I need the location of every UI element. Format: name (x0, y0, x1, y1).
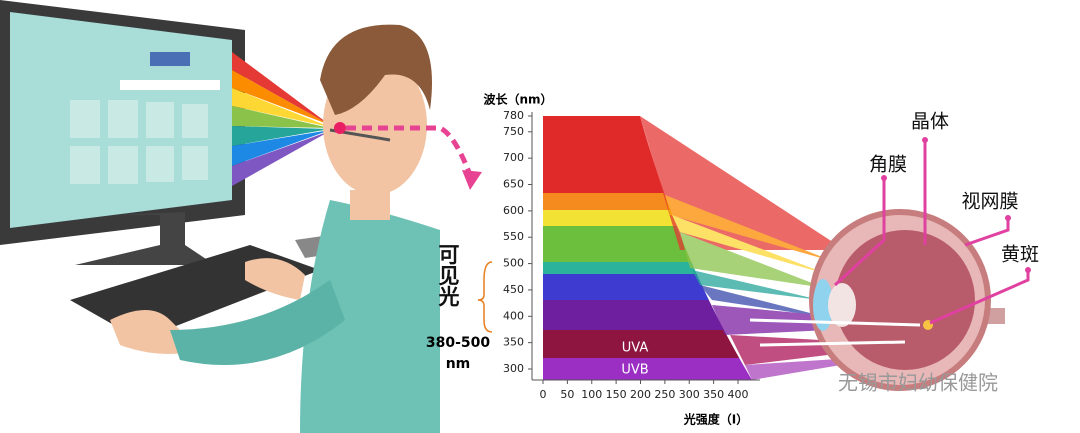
eye (749, 209, 1005, 391)
x-tick-label: 300 (679, 388, 700, 401)
lens-label: 晶体 (911, 111, 949, 133)
y-tick-label: 550 (503, 230, 524, 243)
cornea-label: 角膜 (869, 154, 907, 176)
uva-label: UVA (622, 341, 649, 356)
x-tick-label: 350 (703, 388, 724, 401)
y-tick-label: 300 (503, 362, 524, 375)
x-tick-label: 0 (540, 388, 547, 401)
y-tick-label: 400 (503, 309, 524, 322)
y-tick-label: 650 (503, 178, 524, 191)
y-title: 波长（nm） (483, 92, 552, 107)
x-tick-label: 400 (728, 388, 749, 401)
macula-label: 黄斑 (1001, 244, 1039, 266)
y-tick-label: 350 (503, 336, 524, 349)
leader-lines (833, 140, 1030, 325)
x-tick-label: 200 (630, 388, 651, 401)
y-tick-label: 600 (503, 204, 524, 217)
light-rays (232, 52, 330, 186)
x-tick-label: 150 (606, 388, 627, 401)
bracket (477, 261, 493, 333)
x-tick-label: 250 (654, 388, 675, 401)
uvb-label: UVB (621, 363, 648, 378)
y-tick-label: 450 (503, 283, 524, 296)
x-tick-label: 50 (560, 388, 574, 401)
person (110, 24, 440, 433)
x-tick-label: 100 (581, 388, 602, 401)
visible-unit: nm (446, 356, 471, 372)
gaze-arrow (462, 170, 482, 190)
watermark: 无锡市妇幼保健院 (838, 371, 998, 395)
eye-point (334, 122, 346, 134)
visible-light-1: 可见光 (436, 244, 461, 308)
y-tick-label: 700 (503, 151, 524, 164)
gaze-line (346, 125, 473, 176)
y-tick-label: 500 (503, 257, 524, 270)
retina-label: 视网膜 (961, 191, 1018, 213)
y-tick-label: 780 (503, 109, 524, 122)
visible-range: 380-500 (426, 335, 491, 351)
y-tick-label: 750 (503, 125, 524, 138)
x-title: 光强度（I） (683, 412, 748, 427)
